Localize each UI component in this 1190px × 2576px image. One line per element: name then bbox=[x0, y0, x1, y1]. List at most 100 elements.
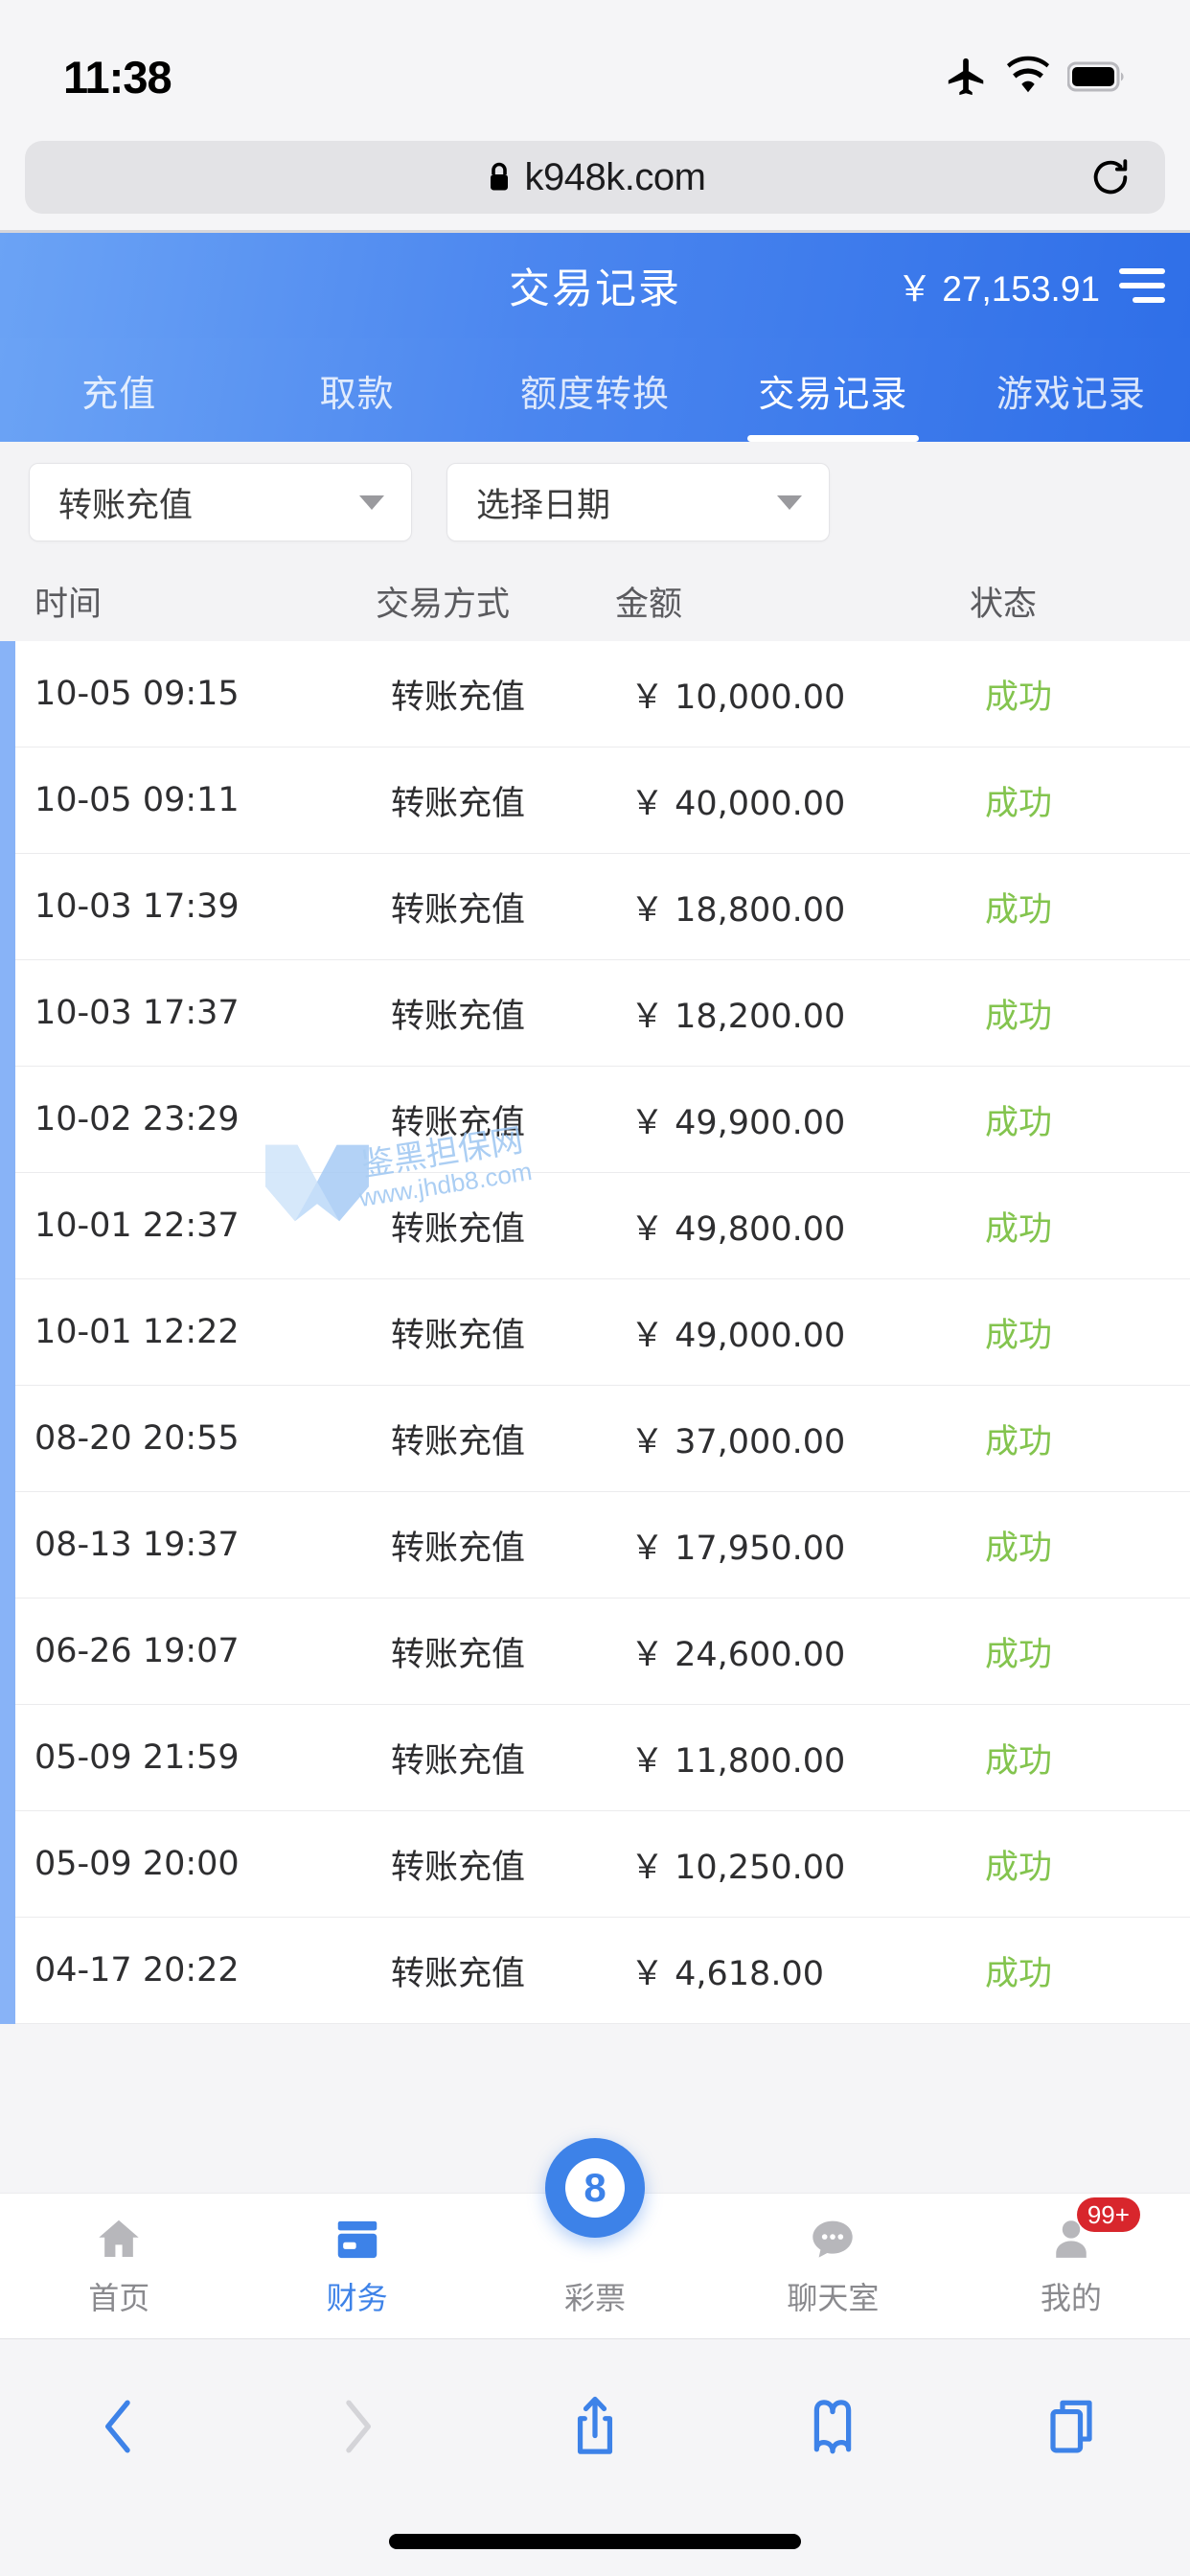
col-header-amount: 金额 bbox=[615, 585, 683, 624]
scroll-rail bbox=[0, 641, 15, 2024]
page-title: 交易记录 bbox=[509, 265, 681, 313]
row-status: 成功 bbox=[985, 1635, 1053, 1674]
tabs-button[interactable] bbox=[999, 2374, 1143, 2479]
row-method: 转账充值 bbox=[391, 1529, 526, 1568]
transaction-type-value: 转账充值 bbox=[58, 486, 194, 525]
nav-label-finance: 财务 bbox=[326, 2279, 388, 2316]
status-bar-icons bbox=[945, 55, 1127, 104]
table-rows-area[interactable]: 鉴黑担保网 www.jhdb8.com 10-05 09:15 转账充值 ￥ 1… bbox=[0, 641, 1190, 2024]
nav-label-mine: 我的 bbox=[1040, 2279, 1102, 2316]
row-method: 转账充值 bbox=[391, 890, 526, 930]
table-row[interactable]: 10-01 22:37 转账充值 ￥ 49,800.00 成功 bbox=[15, 1173, 1190, 1279]
url-text: k948k.com bbox=[524, 155, 706, 198]
balance-amount: ￥ 27,153.91 bbox=[897, 269, 1100, 309]
bookmarks-button[interactable] bbox=[761, 2374, 904, 2479]
lottery-ball-number: 8 bbox=[565, 2158, 626, 2218]
row-time: 08-20 20:55 bbox=[34, 1419, 240, 1458]
ios-status-bar: 11:38 bbox=[0, 0, 1190, 125]
reload-icon[interactable] bbox=[1088, 155, 1133, 199]
nav-label-lottery: 彩票 bbox=[564, 2279, 627, 2316]
app-tab-strip: 充值 取款 额度转换 交易记录 游戏记录 bbox=[0, 338, 1190, 442]
table-row[interactable]: 08-13 19:37 转账充值 ￥ 17,950.00 成功 bbox=[15, 1492, 1190, 1598]
row-status: 成功 bbox=[985, 1422, 1053, 1461]
back-button[interactable] bbox=[47, 2374, 191, 2479]
table-row[interactable]: 10-05 09:11 转账充值 ￥ 40,000.00 成功 bbox=[15, 748, 1190, 854]
row-method: 转账充值 bbox=[391, 1316, 526, 1355]
row-method: 转账充值 bbox=[391, 1848, 526, 1887]
home-indicator bbox=[389, 2534, 801, 2549]
table-row[interactable]: 10-01 12:22 转账充值 ￥ 49,000.00 成功 bbox=[15, 1279, 1190, 1386]
table-row[interactable]: 10-02 23:29 转账充值 ￥ 49,900.00 成功 bbox=[15, 1067, 1190, 1173]
nav-item-lottery[interactable]: 8 彩票 bbox=[476, 2138, 714, 2338]
row-amount: ￥ 17,950.00 bbox=[630, 1529, 846, 1568]
date-select[interactable]: 选择日期 bbox=[446, 463, 830, 541]
chat-bubble-icon bbox=[807, 2215, 858, 2265]
row-method: 转账充值 bbox=[391, 997, 526, 1036]
nav-item-finance[interactable]: 财务 bbox=[238, 2194, 475, 2338]
url-bar[interactable]: k948k.com bbox=[25, 141, 1165, 214]
table-row[interactable]: 10-03 17:39 转账充值 ￥ 18,800.00 成功 bbox=[15, 854, 1190, 960]
chevron-down-icon bbox=[359, 494, 384, 510]
nav-item-chatroom[interactable]: 聊天室 bbox=[714, 2194, 951, 2338]
row-amount: ￥ 24,600.00 bbox=[630, 1635, 846, 1674]
row-method: 转账充值 bbox=[391, 1954, 526, 1993]
filter-row: 转账充值 选择日期 bbox=[0, 442, 1190, 561]
row-status: 成功 bbox=[985, 1954, 1053, 1993]
table-row[interactable]: 05-09 20:00 转账充值 ￥ 10,250.00 成功 bbox=[15, 1811, 1190, 1918]
browser-url-bar-container: k948k.com bbox=[0, 125, 1190, 230]
app-bottom-nav: 首页 财务 8 彩票 聊天室 99+ bbox=[0, 2138, 1190, 2338]
lock-icon bbox=[485, 160, 514, 195]
row-method: 转账充值 bbox=[391, 1741, 526, 1781]
row-status: 成功 bbox=[985, 784, 1053, 823]
row-amount: ￥ 49,800.00 bbox=[630, 1209, 846, 1249]
table-row[interactable]: 05-09 21:59 转账充值 ￥ 11,800.00 成功 bbox=[15, 1705, 1190, 1811]
row-time: 05-09 20:00 bbox=[34, 1845, 240, 1883]
table-row[interactable]: 04-17 20:22 转账充值 ￥ 4,618.00 成功 bbox=[15, 1918, 1190, 2024]
unread-badge: 99+ bbox=[1076, 2197, 1140, 2232]
table-row[interactable]: 10-05 09:15 转账充值 ￥ 10,000.00 成功 bbox=[15, 641, 1190, 748]
row-method: 转账充值 bbox=[391, 1209, 526, 1249]
row-time: 05-09 21:59 bbox=[34, 1738, 240, 1777]
nav-label-chatroom: 聊天室 bbox=[787, 2279, 880, 2316]
table-row[interactable]: 06-26 19:07 转账充值 ￥ 24,600.00 成功 bbox=[15, 1598, 1190, 1705]
row-time: 10-03 17:37 bbox=[34, 994, 240, 1032]
row-status: 成功 bbox=[985, 1209, 1053, 1249]
nav-item-home[interactable]: 首页 bbox=[0, 2194, 238, 2338]
row-amount: ￥ 49,900.00 bbox=[630, 1103, 846, 1142]
table-row[interactable]: 08-20 20:55 转账充值 ￥ 37,000.00 成功 bbox=[15, 1386, 1190, 1492]
battery-icon bbox=[1066, 61, 1127, 97]
col-header-status: 状态 bbox=[970, 585, 1038, 624]
tab-recharge[interactable]: 充值 bbox=[81, 372, 157, 415]
airplane-mode-icon bbox=[945, 55, 989, 104]
row-amount: ￥ 37,000.00 bbox=[630, 1422, 846, 1461]
row-method: 转账充值 bbox=[391, 678, 526, 717]
hamburger-menu-icon[interactable] bbox=[1119, 268, 1165, 303]
row-time: 10-03 17:39 bbox=[34, 887, 240, 926]
row-amount: ￥ 11,800.00 bbox=[630, 1741, 846, 1781]
row-time: 10-01 22:37 bbox=[34, 1207, 240, 1245]
nav-item-mine[interactable]: 99+ 我的 bbox=[952, 2194, 1190, 2338]
row-amount: ￥ 40,000.00 bbox=[630, 784, 846, 823]
transaction-type-select[interactable]: 转账充值 bbox=[29, 463, 412, 541]
row-method: 转账充值 bbox=[391, 784, 526, 823]
nav-label-home: 首页 bbox=[88, 2279, 150, 2316]
col-header-method: 交易方式 bbox=[376, 585, 511, 624]
row-amount: ￥ 4,618.00 bbox=[630, 1954, 824, 1993]
share-button[interactable] bbox=[523, 2374, 667, 2479]
row-status: 成功 bbox=[985, 1741, 1053, 1781]
tab-withdraw[interactable]: 取款 bbox=[319, 372, 395, 415]
row-status: 成功 bbox=[985, 1848, 1053, 1887]
row-time: 06-26 19:07 bbox=[34, 1632, 240, 1670]
row-amount: ￥ 18,200.00 bbox=[630, 997, 846, 1036]
tab-game-records[interactable]: 游戏记录 bbox=[995, 372, 1146, 415]
wallet-icon bbox=[332, 2215, 383, 2265]
tab-credit-transfer[interactable]: 额度转换 bbox=[520, 372, 671, 415]
row-method: 转账充值 bbox=[391, 1422, 526, 1461]
header-right-group: ￥ 27,153.91 bbox=[897, 260, 1165, 311]
tab-transaction-records[interactable]: 交易记录 bbox=[714, 338, 951, 442]
lottery-ball-icon[interactable]: 8 bbox=[545, 2138, 646, 2238]
row-time: 10-05 09:15 bbox=[34, 675, 240, 713]
status-bar-time: 11:38 bbox=[63, 52, 172, 103]
home-icon bbox=[93, 2215, 145, 2265]
table-row[interactable]: 10-03 17:37 转账充值 ￥ 18,200.00 成功 bbox=[15, 960, 1190, 1067]
